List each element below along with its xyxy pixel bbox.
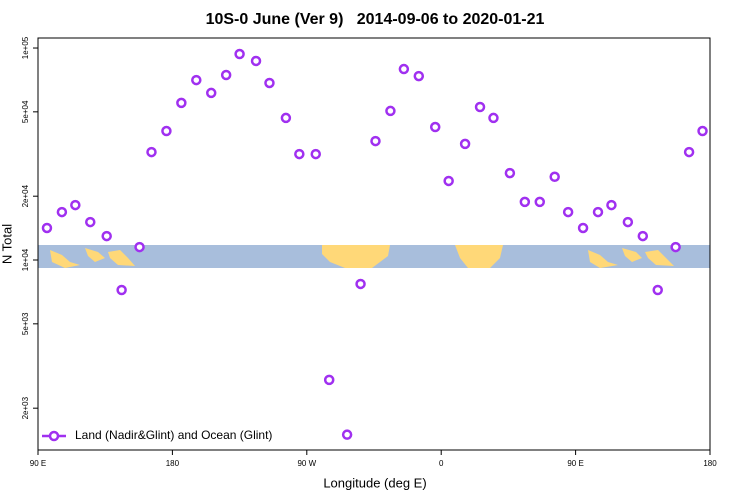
point — [670, 241, 681, 253]
x-tick-label: 180 — [166, 459, 180, 468]
point — [504, 167, 516, 179]
point — [549, 171, 560, 183]
chart-title: 10S-0 June (Ver 9) 2014-09-06 to 2020-01… — [206, 11, 545, 28]
point — [234, 48, 245, 60]
point — [413, 70, 425, 82]
point — [250, 55, 262, 67]
y-tick-label: 1e+04 — [21, 248, 30, 271]
point — [398, 63, 410, 75]
point — [294, 148, 305, 160]
y-tick-label: 2e+03 — [21, 396, 30, 419]
map-strip — [38, 245, 710, 268]
point — [355, 278, 366, 290]
x-tick-label: 0 — [439, 459, 444, 468]
point — [429, 121, 441, 133]
point — [622, 216, 634, 228]
point — [341, 429, 353, 440]
point — [161, 125, 172, 137]
point — [280, 112, 292, 124]
y-tick-label: 5e+03 — [21, 312, 30, 335]
point — [534, 196, 546, 208]
point — [323, 374, 335, 386]
point — [310, 148, 322, 160]
legend-marker — [48, 430, 60, 442]
point — [577, 222, 589, 234]
y-tick-label: 5e+04 — [21, 100, 30, 123]
point — [41, 222, 53, 234]
point — [606, 199, 617, 211]
point — [697, 125, 708, 137]
point — [85, 216, 96, 228]
point — [562, 206, 574, 218]
point — [652, 284, 663, 296]
point — [592, 206, 604, 218]
point — [146, 146, 157, 158]
point — [443, 175, 454, 187]
point — [205, 87, 217, 99]
point — [220, 69, 232, 81]
x-tick-label: 90 E — [567, 459, 583, 468]
point — [116, 284, 127, 296]
x-tick-label: 90 W — [297, 459, 316, 468]
legend-label: Land (Nadir&Glint) and Ocean (Glint) — [75, 428, 272, 442]
point — [474, 101, 486, 113]
y-tick-label: 1e+05 — [21, 36, 30, 59]
point — [519, 196, 531, 208]
x-tick-label: 180 — [703, 459, 717, 468]
y-tick-label: 2e+04 — [21, 184, 30, 207]
x-tick-label: 90 E — [30, 459, 46, 468]
y-axis-label: N Total — [0, 224, 14, 264]
point — [56, 206, 68, 218]
point — [370, 135, 381, 147]
point — [191, 74, 202, 86]
point — [637, 230, 649, 242]
point — [176, 97, 187, 109]
point — [683, 146, 695, 158]
point — [101, 230, 112, 242]
point — [459, 138, 471, 150]
point — [264, 77, 275, 89]
point — [385, 105, 396, 117]
x-axis-label: Longitude (deg E) — [323, 475, 426, 490]
point — [70, 199, 81, 211]
point — [488, 112, 499, 124]
point — [134, 241, 145, 253]
plot-frame — [37, 37, 711, 451]
